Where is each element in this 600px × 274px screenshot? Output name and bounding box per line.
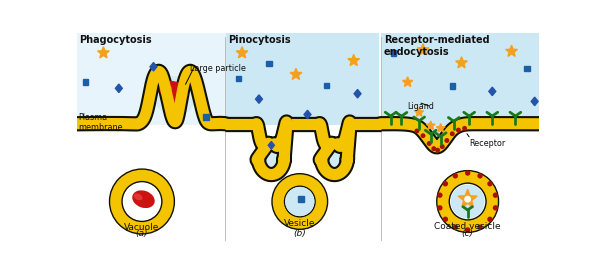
Text: Ligand: Ligand [407, 102, 434, 111]
Circle shape [465, 170, 470, 176]
Circle shape [456, 128, 461, 133]
Bar [524, 65, 530, 71]
Polygon shape [256, 122, 287, 175]
Ellipse shape [134, 193, 142, 200]
Polygon shape [354, 90, 361, 98]
Polygon shape [489, 87, 496, 96]
Polygon shape [98, 47, 109, 58]
Ellipse shape [154, 76, 196, 116]
Text: (c): (c) [461, 229, 473, 238]
Circle shape [116, 175, 168, 228]
Polygon shape [415, 122, 467, 147]
Circle shape [451, 185, 485, 218]
Circle shape [487, 181, 493, 186]
Bar [225, 33, 379, 125]
Polygon shape [403, 77, 413, 87]
Bar [324, 82, 329, 88]
Bar [449, 83, 455, 89]
Text: Plasma
membrane: Plasma membrane [78, 113, 122, 132]
Circle shape [415, 129, 419, 133]
Polygon shape [268, 141, 274, 149]
Polygon shape [415, 108, 424, 116]
Bar [77, 33, 226, 125]
Ellipse shape [132, 190, 155, 208]
Bar [380, 33, 539, 125]
Circle shape [124, 183, 160, 220]
Text: Receptor-mediated
endocytosis: Receptor-mediated endocytosis [384, 35, 490, 57]
Circle shape [452, 173, 458, 179]
Circle shape [493, 205, 498, 210]
Circle shape [443, 216, 448, 222]
Bar [203, 114, 209, 119]
Ellipse shape [162, 84, 172, 92]
Circle shape [437, 205, 443, 210]
Text: Vesicle: Vesicle [284, 219, 316, 228]
Circle shape [443, 181, 448, 186]
Text: Large particle: Large particle [190, 64, 247, 73]
Circle shape [435, 148, 440, 153]
Circle shape [431, 146, 436, 151]
Text: Phagocytosis: Phagocytosis [80, 35, 152, 45]
Polygon shape [531, 97, 538, 106]
Polygon shape [304, 110, 311, 119]
Text: (b): (b) [293, 229, 306, 238]
Circle shape [437, 192, 443, 198]
Polygon shape [319, 122, 350, 175]
Text: Coated vesicle: Coated vesicle [434, 222, 501, 231]
Text: (a): (a) [136, 229, 148, 238]
Circle shape [478, 224, 483, 230]
Polygon shape [458, 189, 477, 207]
Circle shape [464, 196, 471, 203]
Circle shape [450, 131, 455, 136]
Polygon shape [455, 57, 467, 68]
Circle shape [487, 216, 493, 222]
Polygon shape [236, 47, 248, 58]
Polygon shape [506, 45, 517, 56]
Polygon shape [348, 55, 359, 65]
Polygon shape [417, 44, 429, 55]
Text: Vacuole: Vacuole [124, 223, 160, 232]
Polygon shape [115, 84, 122, 93]
Circle shape [452, 224, 458, 230]
Ellipse shape [160, 81, 188, 102]
Circle shape [285, 187, 314, 216]
Circle shape [465, 227, 470, 233]
Circle shape [278, 180, 322, 223]
Circle shape [427, 141, 431, 146]
Bar [83, 79, 88, 85]
Circle shape [421, 133, 425, 138]
Bar [298, 196, 304, 202]
Bar [236, 76, 241, 81]
Bar [266, 61, 272, 66]
Circle shape [462, 126, 467, 131]
Circle shape [443, 177, 493, 226]
Polygon shape [256, 95, 262, 103]
Bar [391, 50, 397, 56]
Circle shape [445, 138, 449, 143]
Circle shape [440, 144, 445, 149]
Polygon shape [427, 121, 435, 129]
Polygon shape [150, 62, 157, 71]
Polygon shape [436, 124, 445, 132]
Text: Receptor: Receptor [469, 139, 505, 148]
Circle shape [478, 173, 483, 179]
Text: Pinocytosis: Pinocytosis [228, 35, 291, 45]
Circle shape [493, 192, 498, 198]
Polygon shape [290, 68, 302, 79]
